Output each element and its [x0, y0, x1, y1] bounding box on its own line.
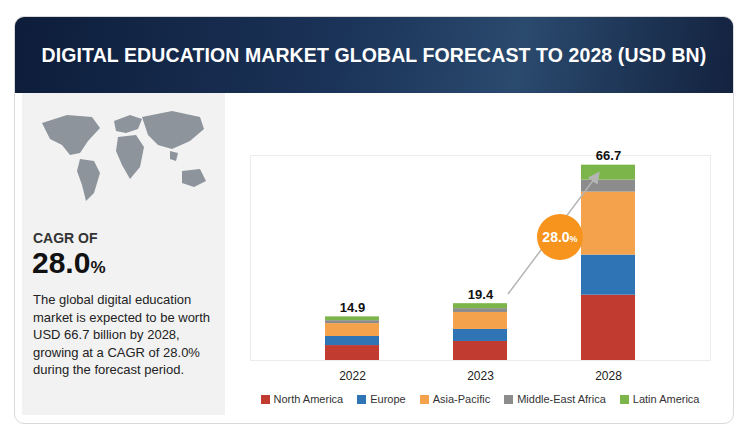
- svg-text:2022: 2022: [339, 369, 366, 383]
- svg-text:19.4: 19.4: [468, 287, 494, 302]
- html-text:Middle-East Africa: Middle-East Africa: [517, 393, 606, 405]
- html-text:DIGITAL EDUCATION MARKET GLOBA: DIGITAL EDUCATION MARKET GLOBAL FORECAST…: [41, 43, 707, 66]
- svg-text:2023: 2023: [467, 369, 494, 383]
- html-text:28.0%: 28.0%: [32, 246, 106, 279]
- html-text:The global digital education m: The global digital education market is e…: [33, 292, 210, 378]
- html-text:Europe: Europe: [370, 393, 406, 405]
- html-text:CAGR OF: CAGR OF: [33, 230, 98, 246]
- html-text:North America: North America: [273, 393, 344, 405]
- svg-text:14.9: 14.9: [340, 300, 365, 315]
- html-text:Asia-Pacific: Asia-Pacific: [432, 393, 491, 405]
- svg-text:2028: 2028: [595, 369, 622, 383]
- svg-text:28.0%: 28.0%: [542, 229, 577, 245]
- svg-text:66.7: 66.7: [596, 148, 621, 163]
- html-text:Latin America: Latin America: [632, 393, 700, 405]
